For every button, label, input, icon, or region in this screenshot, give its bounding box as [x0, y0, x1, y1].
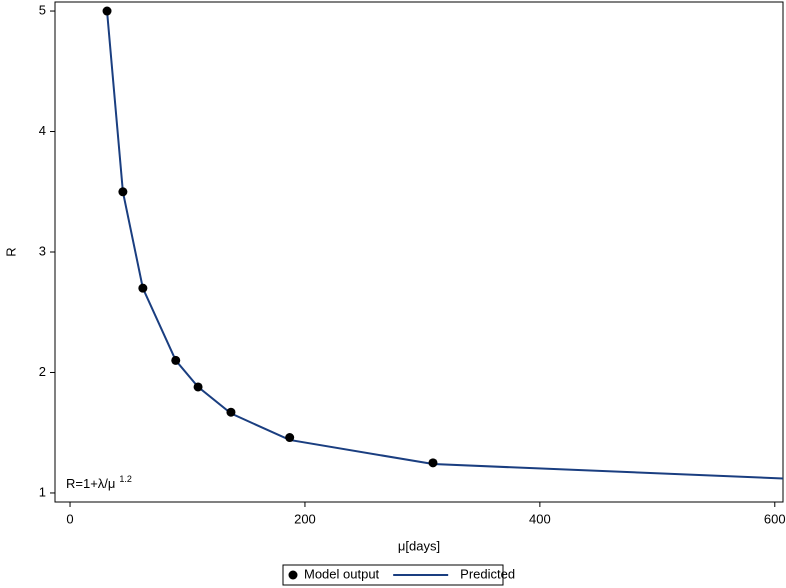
legend-label: Predicted — [460, 566, 515, 581]
x-tick-label: 400 — [529, 511, 551, 526]
point — [193, 382, 203, 392]
point — [171, 355, 181, 365]
legend-label: Model output — [304, 566, 380, 581]
legend-marker — [288, 570, 298, 580]
point — [138, 283, 148, 293]
plot-frame — [54, 1, 784, 503]
y-tick-label: 2 — [39, 364, 46, 379]
x-tick-label: 200 — [294, 511, 316, 526]
y-tick-label: 4 — [39, 123, 46, 138]
y-tick-label: 3 — [39, 243, 46, 258]
annotation-superscript: 1.2 — [119, 474, 132, 484]
annotation-text: R=1+λ/μ — [66, 476, 115, 491]
x-tick-label: 600 — [764, 511, 786, 526]
point — [118, 187, 128, 197]
annotation: R=1+λ/μ 1.2 — [66, 474, 132, 491]
point — [226, 407, 236, 417]
point — [102, 6, 112, 16]
legend-box — [282, 564, 504, 586]
x-axis-label: μ[days] — [398, 538, 440, 553]
line — [106, 10, 784, 480]
point — [428, 458, 438, 468]
y-tick-label: 1 — [39, 484, 46, 499]
y-axis-label: R — [3, 247, 18, 256]
point — [285, 433, 295, 443]
x-tick-label: 0 — [66, 511, 73, 526]
y-tick-label: 5 — [39, 2, 46, 17]
